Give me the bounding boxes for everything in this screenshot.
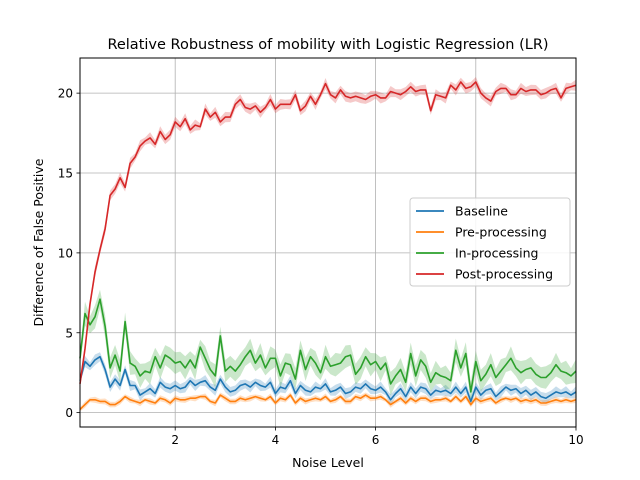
x-tick-label: 2 xyxy=(171,433,179,447)
series-lines xyxy=(79,81,577,410)
y-tick-label: 5 xyxy=(65,326,73,340)
legend: Baseline Pre-processing In-processing Post-… xyxy=(409,197,571,287)
plot-frame xyxy=(79,57,577,428)
legend-label-baseline: Baseline xyxy=(455,204,508,219)
x-tick-label: 4 xyxy=(272,433,280,447)
y-tick-label: 10 xyxy=(58,246,73,260)
x-tick-label: 6 xyxy=(372,433,380,447)
y-tick-label: 0 xyxy=(65,406,73,420)
legend-label-post-processing: Post-processing xyxy=(455,267,553,282)
y-tick-label: 15 xyxy=(58,167,73,181)
legend-box xyxy=(409,197,571,287)
post-processing-line xyxy=(79,81,577,385)
axis-ticks: 2 4 6 8 10 0 5 10 15 20 xyxy=(58,87,584,447)
x-tick-label: 10 xyxy=(568,433,583,447)
y-tick-label: 20 xyxy=(58,87,73,101)
pre-processing-line xyxy=(79,394,577,410)
x-axis-label: Noise Level xyxy=(292,455,364,470)
chart-title: Relative Robustness of mobility with Log… xyxy=(107,37,548,53)
legend-label-in-processing: In-processing xyxy=(455,246,538,261)
in-processing-line xyxy=(79,298,577,393)
y-axis-label: Difference of False Positive xyxy=(31,158,46,326)
x-tick-label: 8 xyxy=(472,433,480,447)
legend-label-pre-processing: Pre-processing xyxy=(455,225,547,240)
baseline-line xyxy=(79,355,577,403)
